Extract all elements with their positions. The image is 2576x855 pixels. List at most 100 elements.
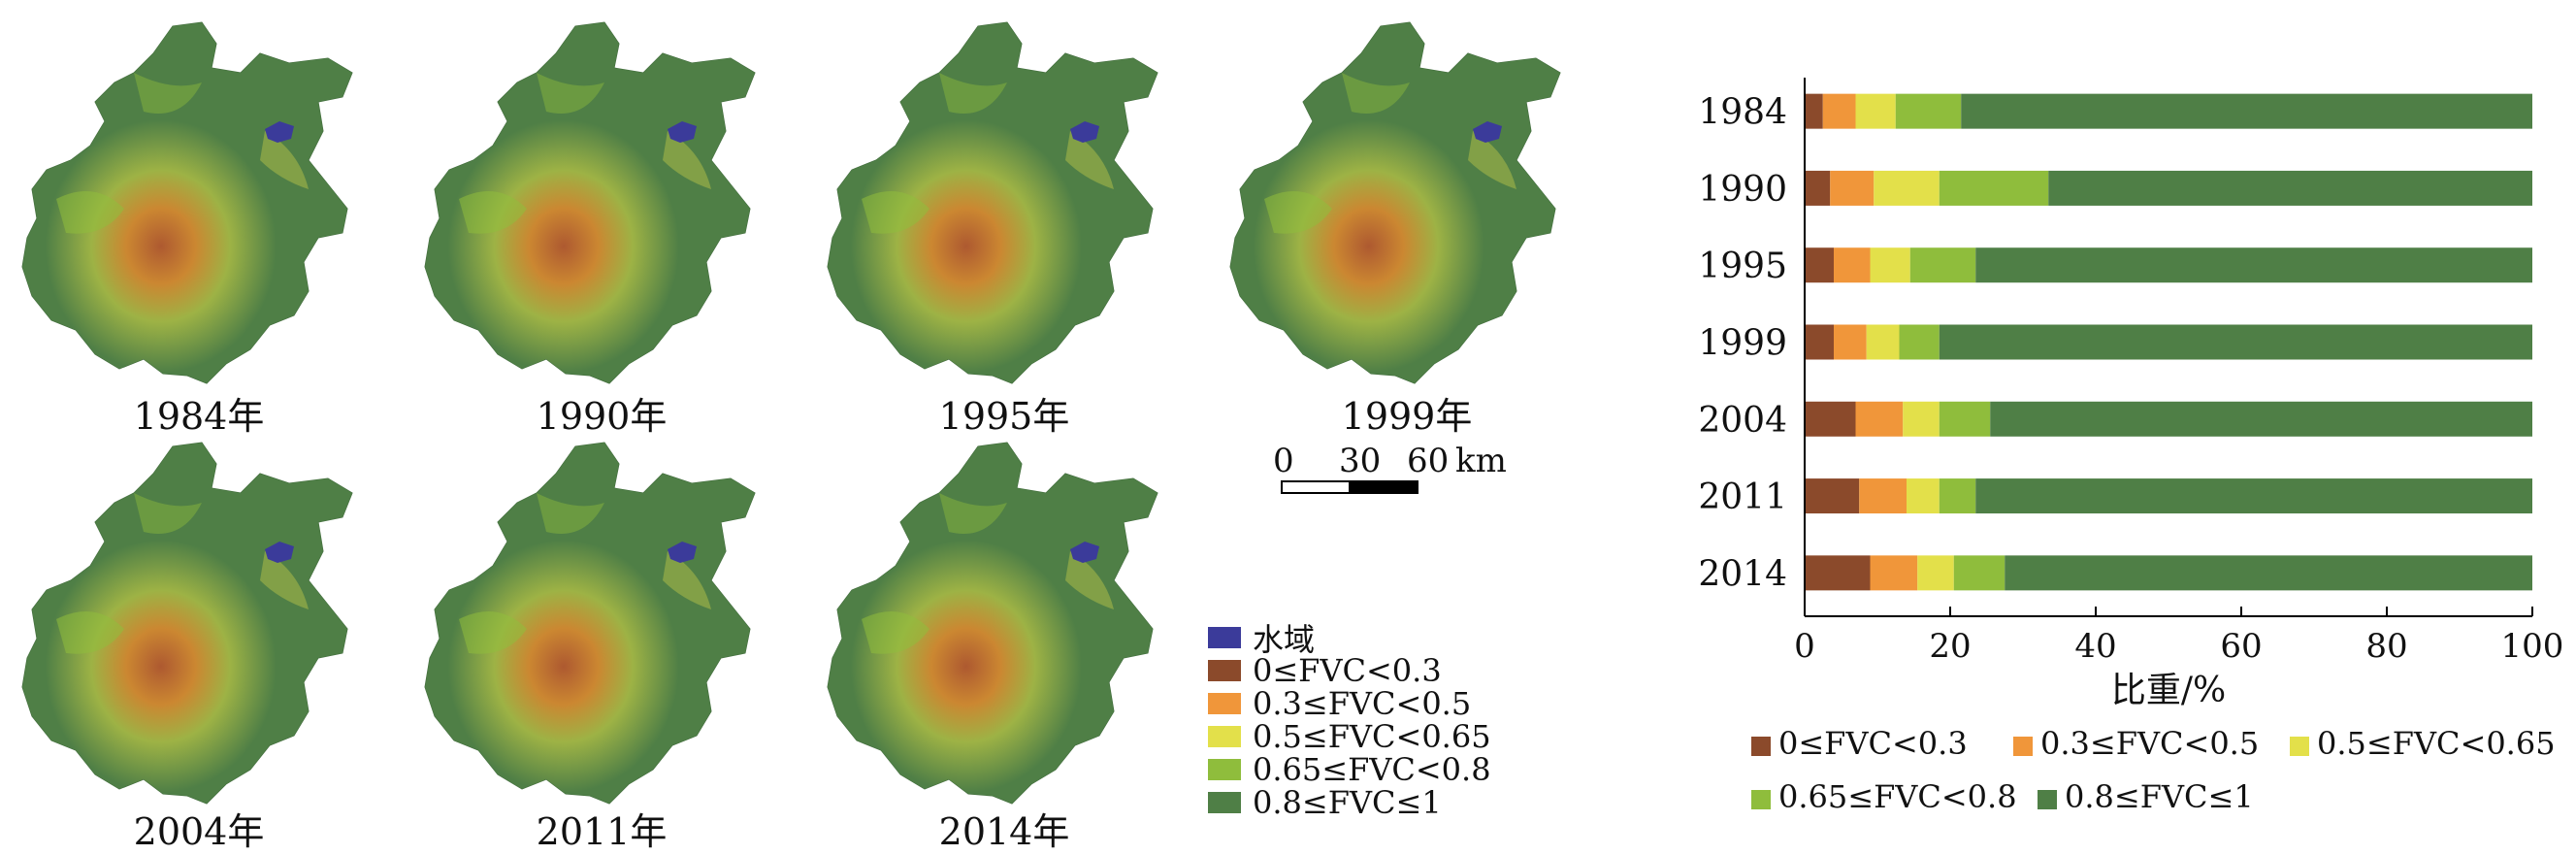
scale-unit: km (1455, 442, 1507, 480)
y-tick-label: 2004 (1698, 401, 1787, 441)
bar-segment (1822, 93, 1856, 129)
map-legend-item: 0.3≤FVC<0.5 (1208, 685, 1471, 722)
bar-segment (1805, 555, 1871, 591)
fvc-map-2014 (827, 442, 1158, 805)
scale-tick-30: 30 (1339, 442, 1382, 480)
map-label-1990: 1990年 (536, 395, 668, 438)
scale-tick-60: 60 (1407, 442, 1450, 480)
map-label-2004: 2004年 (133, 810, 265, 853)
fvc-map-1984 (21, 21, 353, 384)
map-legend-label: 0.5≤FVC<0.65 (1253, 718, 1491, 755)
bar-segment (1975, 247, 2532, 283)
fvc-map-1990 (424, 21, 756, 384)
bar-segment (1939, 401, 1991, 437)
fvc-map-1995 (827, 21, 1158, 384)
map-legend-swatch (1208, 660, 1241, 681)
map-label-1995: 1995年 (938, 395, 1070, 438)
legend-swatch (2013, 737, 2033, 756)
bar-segment (1903, 401, 1940, 437)
map-legend-item: 0.8≤FVC≤1 (1208, 784, 1442, 821)
scale-bar: 0 30 60 km (1273, 442, 1564, 500)
bar-segment (1917, 555, 1954, 591)
map-label-2014: 2014年 (938, 810, 1070, 853)
legend-swatch (2290, 737, 2309, 756)
bar-segment (1805, 324, 1834, 360)
x-axis-label: 比重/% (2111, 671, 2226, 710)
legend-label: 0.3≤FVC<0.5 (2040, 725, 2259, 762)
map-legend-label: 0.8≤FVC≤1 (1253, 784, 1442, 821)
chart-legend: 0≤FVC<0.3 0.3≤FVC<0.5 0.5≤FVC<0.65 0.65≤FVC… (1751, 725, 2556, 815)
map-legend-swatch (1208, 759, 1241, 780)
bar-segment (1805, 401, 1856, 437)
legend-swatch (1751, 790, 1771, 809)
bar-segment (1975, 478, 2532, 514)
bar-segment (1953, 555, 2005, 591)
bar-segment (1830, 170, 1875, 206)
map-legend-swatch (1208, 792, 1241, 813)
bar-segment (1805, 247, 1834, 283)
scale-bar-black (1349, 480, 1418, 494)
map-legend-item: 0.65≤FVC<0.8 (1208, 751, 1491, 788)
bar-segment (1939, 170, 2049, 206)
bar-segment (1990, 401, 2532, 437)
bar-segment (1834, 324, 1867, 360)
bar-segment (1805, 93, 1823, 129)
bar-segment (1907, 478, 1940, 514)
bar-segment (1805, 478, 1860, 514)
bar-segment (1870, 555, 1918, 591)
legend-label: 0.65≤FVC<0.8 (1778, 778, 2017, 815)
bar-segment (2048, 170, 2532, 206)
fvc-map-1999 (1229, 21, 1561, 384)
bar-segment (1855, 401, 1904, 437)
bar-segment (1805, 170, 1831, 206)
bar-segment (1870, 247, 1910, 283)
map-legend-label: 水域 (1253, 621, 1316, 658)
map-label-1984: 1984年 (133, 395, 265, 438)
map-label-2011: 2011年 (536, 810, 668, 853)
x-tick-label: 40 (2074, 627, 2116, 666)
bar-segment (1834, 247, 1871, 283)
bar-segment (1961, 93, 2532, 129)
bar-segment (1866, 324, 1900, 360)
map-label-1999: 1999年 (1341, 395, 1473, 438)
scale-bar-white (1281, 480, 1351, 494)
legend-label: 0.5≤FVC<0.65 (2317, 725, 2556, 762)
bar-segment (1895, 93, 1962, 129)
legend-label: 0.8≤FVC≤1 (2065, 778, 2254, 815)
map-legend-swatch (1208, 627, 1241, 648)
y-tick-label: 1984 (1698, 93, 1787, 133)
fvc-map-2004 (21, 442, 353, 805)
bar-segment (1855, 93, 1896, 129)
bar-segment (1874, 170, 1940, 206)
x-tick-label: 60 (2220, 627, 2262, 666)
legend-swatch (1751, 737, 1771, 756)
y-tick-label: 2011 (1698, 477, 1787, 517)
bar-segment (2005, 555, 2532, 591)
map-legend-label: 0.3≤FVC<0.5 (1253, 685, 1472, 722)
y-tick-label: 1990 (1698, 170, 1787, 210)
plot-area (1805, 93, 2532, 591)
x-tick-label: 0 (1794, 627, 1815, 666)
x-tick-label: 100 (2501, 627, 2564, 666)
legend-swatch (2038, 790, 2057, 809)
bar-segment (1939, 478, 1976, 514)
map-legend-swatch (1208, 726, 1241, 747)
y-tick-label: 2014 (1698, 554, 1787, 594)
y-tick-label: 1995 (1698, 247, 1787, 286)
x-tick-label: 20 (1929, 627, 1971, 666)
bar-segment (1939, 324, 2532, 360)
x-tick-label: 80 (2365, 627, 2407, 666)
bar-segment (1909, 247, 1976, 283)
map-legend-label: 0.65≤FVC<0.8 (1253, 751, 1491, 788)
map-legend-swatch (1208, 693, 1241, 714)
map-legend-label: 0≤FVC<0.3 (1253, 652, 1442, 689)
bar-segment (1899, 324, 1940, 360)
bar-segment (1859, 478, 1907, 514)
fvc-map-2011 (424, 442, 756, 805)
scale-tick-0: 0 (1273, 442, 1294, 480)
y-tick-label: 1999 (1698, 324, 1787, 364)
legend-label: 0≤FVC<0.3 (1778, 725, 1968, 762)
map-legend-item: 0≤FVC<0.3 (1208, 652, 1442, 689)
